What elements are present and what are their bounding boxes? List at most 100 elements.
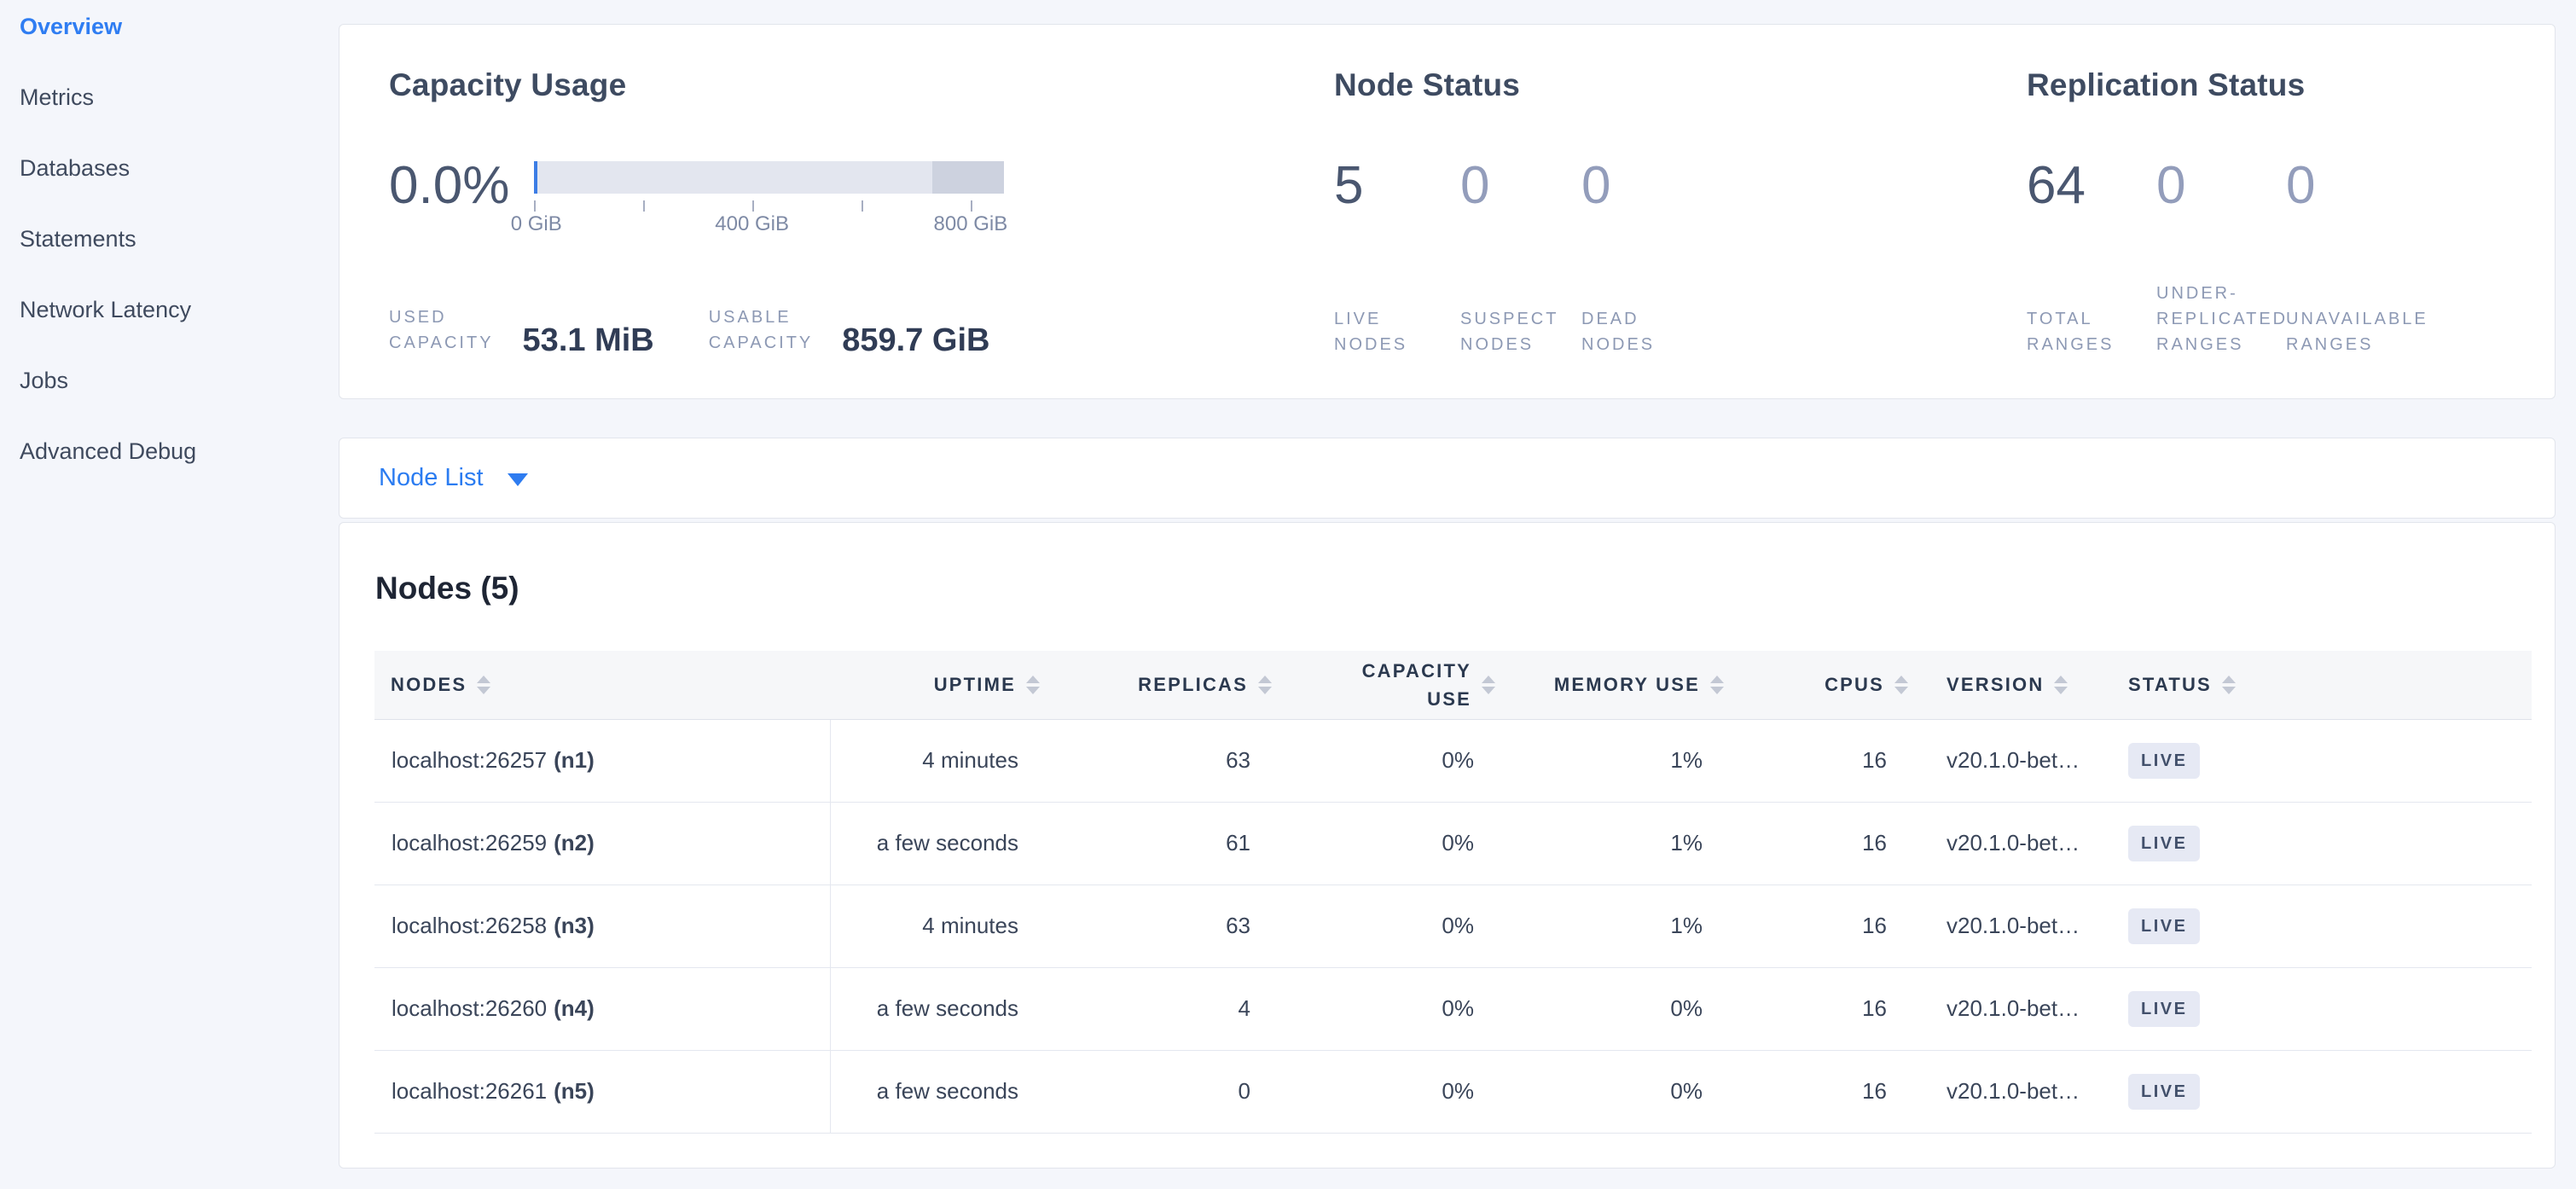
column-header-uptime[interactable]: UPTIME <box>830 651 1048 720</box>
nodes-table-card: Nodes (5) NODES UPTIME REPLICAS CAPACITY… <box>339 522 2556 1169</box>
node-status-title: Node Status <box>1334 67 1521 102</box>
node-list-dropdown[interactable]: Node List <box>379 464 528 492</box>
status-badge: LIVE <box>2128 742 2201 779</box>
cpus-cell: 16 <box>1732 802 1917 885</box>
replication-status-panel: Replication Status 64 TOTAL RANGES 0 UND… <box>2027 25 2555 398</box>
replicas-cell: 0 <box>1048 1050 1280 1134</box>
table-row: localhost:26261 (n5) a few seconds 0 0% 0… <box>374 1050 2532 1134</box>
node-list-dropdown-label[interactable]: Node List <box>379 464 484 491</box>
sort-icon[interactable] <box>1026 675 1040 694</box>
suspect-nodes-value: 0 <box>1460 156 1490 215</box>
column-label: CPUS <box>1825 673 1884 695</box>
suspect-nodes-stat: 0 SUSPECT NODES <box>1460 160 1581 357</box>
sidebar-item-network-latency[interactable]: Network Latency <box>20 296 192 322</box>
table-row: localhost:26258 (n3) 4 minutes 63 0% 1% 1… <box>374 884 2532 968</box>
capacity-use-cell: 0% <box>1280 967 1504 1051</box>
sort-icon[interactable] <box>477 675 491 694</box>
status-cell: LIVE <box>2106 802 2532 885</box>
replication-status-title: Replication Status <box>2027 67 2306 102</box>
gauge-tick-label-400: 400 GiB <box>715 212 790 235</box>
unavailable-ranges-value: 0 <box>2286 156 2316 215</box>
capacity-usage-title: Capacity Usage <box>389 67 627 102</box>
sidebar-item-advanced-debug[interactable]: Advanced Debug <box>20 438 197 464</box>
capacity-use-cell: 0% <box>1280 1050 1504 1134</box>
replicas-cell: 63 <box>1048 719 1280 803</box>
used-capacity-value: 53.1 MiB <box>522 322 654 358</box>
column-header-capacity-use[interactable]: CAPACITY USE <box>1280 651 1504 720</box>
capacity-usage-panel: Capacity Usage 0.0% 0 GiB 400 GiB <box>389 25 1334 398</box>
status-badge: LIVE <box>2128 908 2201 944</box>
gauge-tick-label-0: 0 GiB <box>510 212 562 235</box>
status-badge: LIVE <box>2128 1073 2201 1110</box>
status-cell: LIVE <box>2106 884 2532 968</box>
used-capacity-label: USED CAPACITY <box>389 308 494 352</box>
memory-use-cell: 1% <box>1504 802 1732 885</box>
node-address-cell: localhost:26259 (n2) <box>374 802 831 885</box>
sort-icon[interactable] <box>1258 675 1272 694</box>
column-header-version[interactable]: VERSION <box>1917 651 2106 720</box>
memory-use-cell: 0% <box>1504 967 1732 1051</box>
sidebar-item-overview[interactable]: Overview <box>20 13 123 39</box>
total-ranges-stat: 64 TOTAL RANGES <box>2027 160 2156 357</box>
table-header-row: NODES UPTIME REPLICAS CAPACITY USE MEMOR… <box>374 651 2532 720</box>
column-header-status[interactable]: STATUS <box>2106 651 2532 720</box>
live-nodes-stat: 5 LIVE NODES <box>1334 160 1460 357</box>
unavailable-ranges-label: UNAVAILABLE RANGES <box>2286 310 2428 354</box>
cluster-summary-card: Capacity Usage 0.0% 0 GiB 400 GiB <box>339 24 2556 399</box>
node-address-cell: localhost:26260 (n4) <box>374 967 831 1051</box>
sidebar-item-statements[interactable]: Statements <box>20 225 136 252</box>
live-nodes-label: LIVE NODES <box>1334 310 1408 354</box>
column-header-replicas[interactable]: REPLICAS <box>1048 651 1280 720</box>
dead-nodes-stat: 0 DEAD NODES <box>1581 160 1655 357</box>
status-badge: LIVE <box>2128 990 2201 1027</box>
version-cell: v20.1.0-bet… <box>1917 884 2106 968</box>
cpus-cell: 16 <box>1732 1050 1917 1134</box>
table-row: localhost:26257 (n1) 4 minutes 63 0% 1% 1… <box>374 719 2532 803</box>
node-address-cell: localhost:26261 (n5) <box>374 1050 831 1134</box>
version-cell: v20.1.0-bet… <box>1917 1050 2106 1134</box>
uptime-cell: a few seconds <box>830 967 1048 1051</box>
column-label: MEMORY USE <box>1553 673 1700 695</box>
node-address-cell: localhost:26258 (n3) <box>374 884 831 968</box>
version-cell: v20.1.0-bet… <box>1917 802 2106 885</box>
column-header-memory-use[interactable]: MEMORY USE <box>1504 651 1732 720</box>
replicas-cell: 61 <box>1048 802 1280 885</box>
view-selector-card: Node List <box>339 438 2556 519</box>
sort-icon[interactable] <box>1482 675 1495 694</box>
usable-capacity-stat: USABLE CAPACITY 859.7 GiB <box>708 304 990 358</box>
column-label: VERSION <box>1947 673 2045 695</box>
column-label: STATUS <box>2128 673 2212 695</box>
version-cell: v20.1.0-bet… <box>1917 719 2106 803</box>
used-capacity-stat: USED CAPACITY 53.1 MiB <box>389 304 654 358</box>
replicas-cell: 4 <box>1048 967 1280 1051</box>
column-header-nodes[interactable]: NODES <box>374 651 830 720</box>
table-row: localhost:26260 (n4) a few seconds 4 0% 0… <box>374 967 2532 1051</box>
sidebar-item-metrics[interactable]: Metrics <box>20 84 94 110</box>
column-label: UPTIME <box>933 673 1016 695</box>
dead-nodes-value: 0 <box>1581 156 1611 215</box>
sidebar-item-databases[interactable]: Databases <box>20 154 131 181</box>
sidebar-item-jobs[interactable]: Jobs <box>20 367 69 393</box>
sort-icon[interactable] <box>1710 675 1724 694</box>
status-badge: LIVE <box>2128 825 2201 861</box>
column-header-cpus[interactable]: CPUS <box>1732 651 1917 720</box>
capacity-gauge-ticks <box>534 194 1004 212</box>
uptime-cell: a few seconds <box>830 802 1048 885</box>
usable-capacity-label: USABLE CAPACITY <box>708 308 814 352</box>
memory-use-cell: 0% <box>1504 1050 1732 1134</box>
replicas-cell: 63 <box>1048 884 1280 968</box>
memory-use-cell: 1% <box>1504 719 1732 803</box>
version-cell: v20.1.0-bet… <box>1917 967 2106 1051</box>
cpus-cell: 16 <box>1732 884 1917 968</box>
uptime-cell: a few seconds <box>830 1050 1048 1134</box>
capacity-use-cell: 0% <box>1280 802 1504 885</box>
memory-use-cell: 1% <box>1504 884 1732 968</box>
sort-icon[interactable] <box>2054 675 2068 694</box>
suspect-nodes-label: SUSPECT NODES <box>1460 310 1559 354</box>
under-replicated-ranges-value: 0 <box>2156 156 2186 215</box>
status-cell: LIVE <box>2106 1050 2532 1134</box>
column-label: CAPACITY USE <box>1361 659 1471 710</box>
sort-icon[interactable] <box>2221 675 2236 694</box>
total-ranges-label: TOTAL RANGES <box>2027 310 2115 354</box>
sort-icon[interactable] <box>1894 675 1908 694</box>
